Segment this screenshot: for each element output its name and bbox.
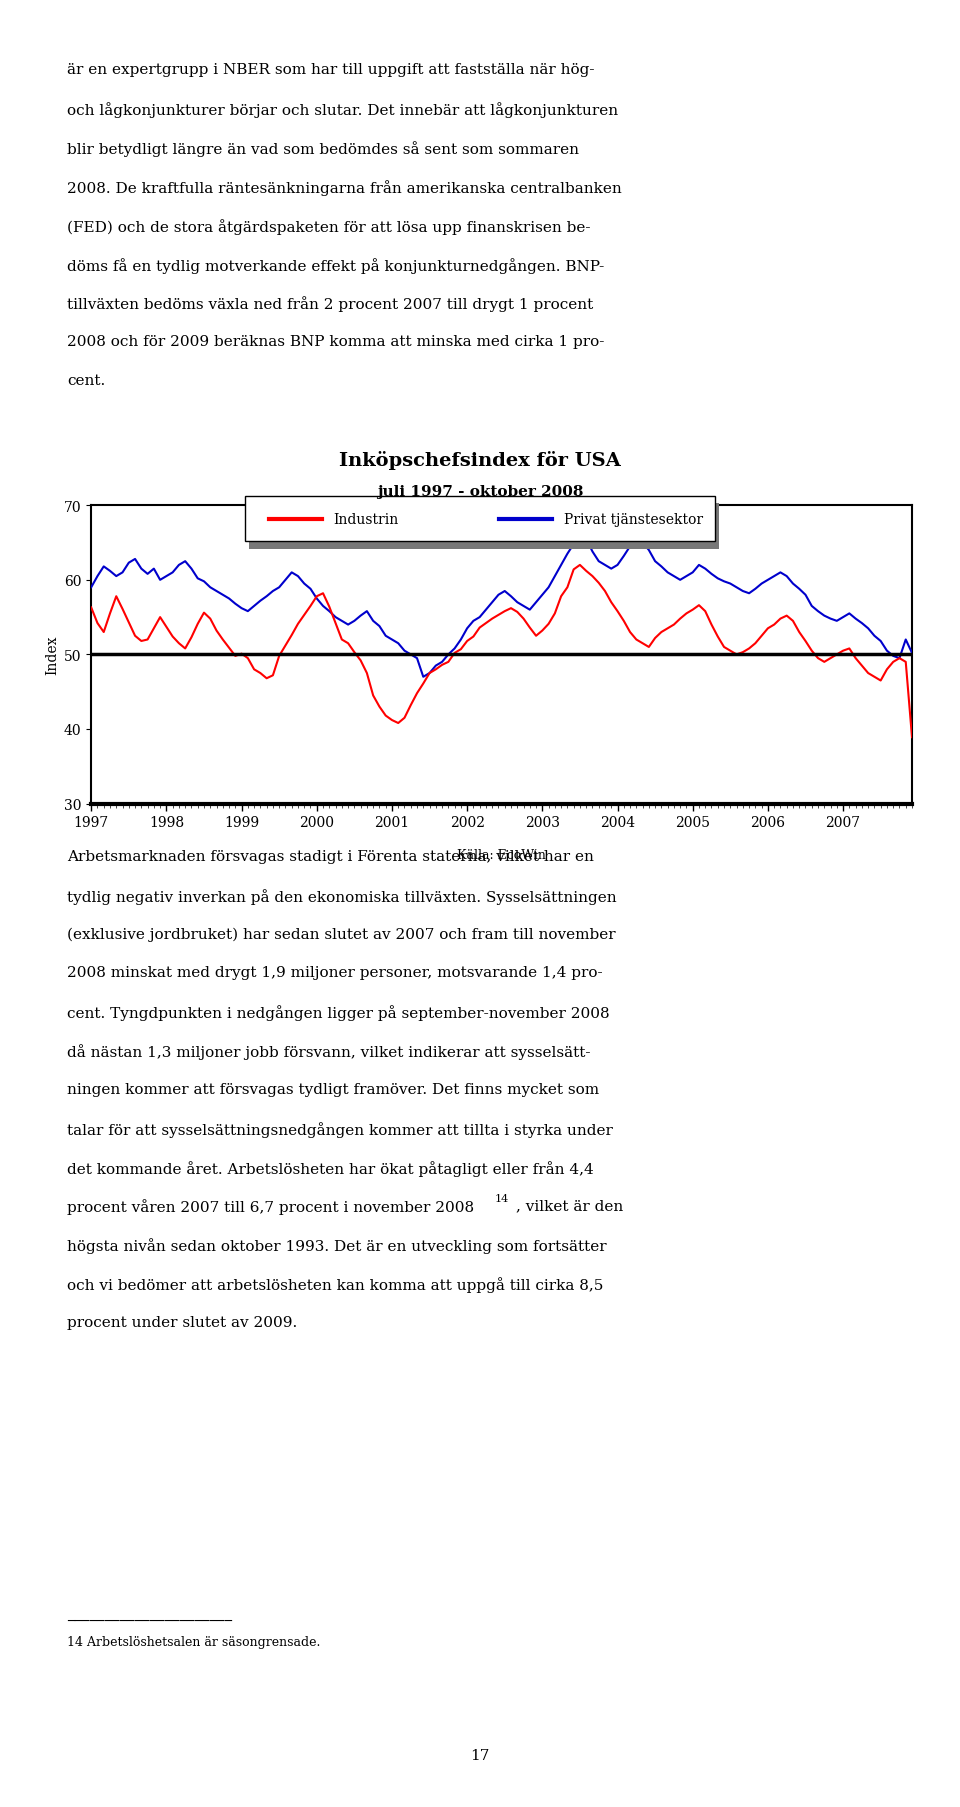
- Text: det kommande året. Arbetslösheten har ökat påtagligt eller från 4,4: det kommande året. Arbetslösheten har ök…: [67, 1160, 594, 1176]
- Text: procent under slutet av 2009.: procent under slutet av 2009.: [67, 1315, 298, 1330]
- Text: Industrin: Industrin: [333, 513, 398, 526]
- Text: 2008 minskat med drygt 1,9 miljoner personer, motsvarande 1,4 pro-: 2008 minskat med drygt 1,9 miljoner pers…: [67, 965, 603, 979]
- Text: procent våren 2007 till 6,7 procent i november 2008: procent våren 2007 till 6,7 procent i no…: [67, 1200, 474, 1214]
- Text: 2008. De kraftfulla räntesänkningarna från amerikanska centralbanken: 2008. De kraftfulla räntesänkningarna fr…: [67, 179, 622, 195]
- Text: (FED) och de stora åtgärdspaketen för att lösa upp finanskrisen be-: (FED) och de stora åtgärdspaketen för at…: [67, 219, 590, 235]
- Text: 14 Arbetslöshetsalen är säsongrensade.: 14 Arbetslöshetsalen är säsongrensade.: [67, 1635, 321, 1648]
- Text: är en expertgrupp i NBER som har till uppgift att fastställa när hög-: är en expertgrupp i NBER som har till up…: [67, 63, 594, 78]
- Text: och vi bedömer att arbetslösheten kan komma att uppgå till cirka 8,5: och vi bedömer att arbetslösheten kan ko…: [67, 1276, 604, 1292]
- Text: ningen kommer att försvagas tydligt framöver. Det finns mycket som: ningen kommer att försvagas tydligt fram…: [67, 1082, 599, 1097]
- Text: tydlig negativ inverkan på den ekonomiska tillväxten. Sysselsättningen: tydlig negativ inverkan på den ekonomisk…: [67, 887, 617, 904]
- Text: , vilket är den: , vilket är den: [516, 1200, 624, 1212]
- Text: 14: 14: [494, 1193, 509, 1203]
- Text: (exklusive jordbruket) har sedan slutet av 2007 och fram till november: (exklusive jordbruket) har sedan slutet …: [67, 927, 615, 941]
- Text: 2008 och för 2009 beräknas BNP komma att minska med cirka 1 pro-: 2008 och för 2009 beräknas BNP komma att…: [67, 336, 605, 349]
- Text: då nästan 1,3 miljoner jobb försvann, vilket indikerar att sysselsätt-: då nästan 1,3 miljoner jobb försvann, vi…: [67, 1043, 590, 1059]
- Text: Inköpschefsindex för USA: Inköpschefsindex för USA: [339, 450, 621, 470]
- Text: döms få en tydlig motverkande effekt på konjunkturnedgången. BNP-: döms få en tydlig motverkande effekt på …: [67, 258, 605, 273]
- Text: Arbetsmarknaden försvagas stadigt i Förenta staterna, vilket har en: Arbetsmarknaden försvagas stadigt i Före…: [67, 849, 594, 864]
- Text: juli 1997 - oktober 2008: juli 1997 - oktober 2008: [376, 484, 584, 499]
- Text: Privat tjänstesektor: Privat tjänstesektor: [564, 513, 703, 526]
- Y-axis label: Index: Index: [46, 636, 60, 674]
- Text: och lågkonjunkturer börjar och slutar. Det innebär att lågkonjunkturen: och lågkonjunkturer börjar och slutar. D…: [67, 101, 618, 117]
- Text: Källa: EcoWin: Källa: EcoWin: [457, 849, 546, 862]
- Text: ──────────────────────: ──────────────────────: [67, 1614, 232, 1626]
- Text: talar för att sysselsättningsnedgången kommer att tillta i styrka under: talar för att sysselsättningsnedgången k…: [67, 1120, 613, 1137]
- Text: tillväxten bedöms växla ned från 2 procent 2007 till drygt 1 procent: tillväxten bedöms växla ned från 2 proce…: [67, 296, 593, 313]
- Text: 17: 17: [470, 1747, 490, 1762]
- Text: högsta nivån sedan oktober 1993. Det är en utveckling som fortsätter: högsta nivån sedan oktober 1993. Det är …: [67, 1238, 607, 1254]
- Text: cent. Tyngdpunkten i nedgången ligger på september-november 2008: cent. Tyngdpunkten i nedgången ligger på…: [67, 1005, 610, 1021]
- Text: blir betydligt längre än vad som bedömdes så sent som sommaren: blir betydligt längre än vad som bedömde…: [67, 141, 579, 157]
- Text: cent.: cent.: [67, 374, 106, 389]
